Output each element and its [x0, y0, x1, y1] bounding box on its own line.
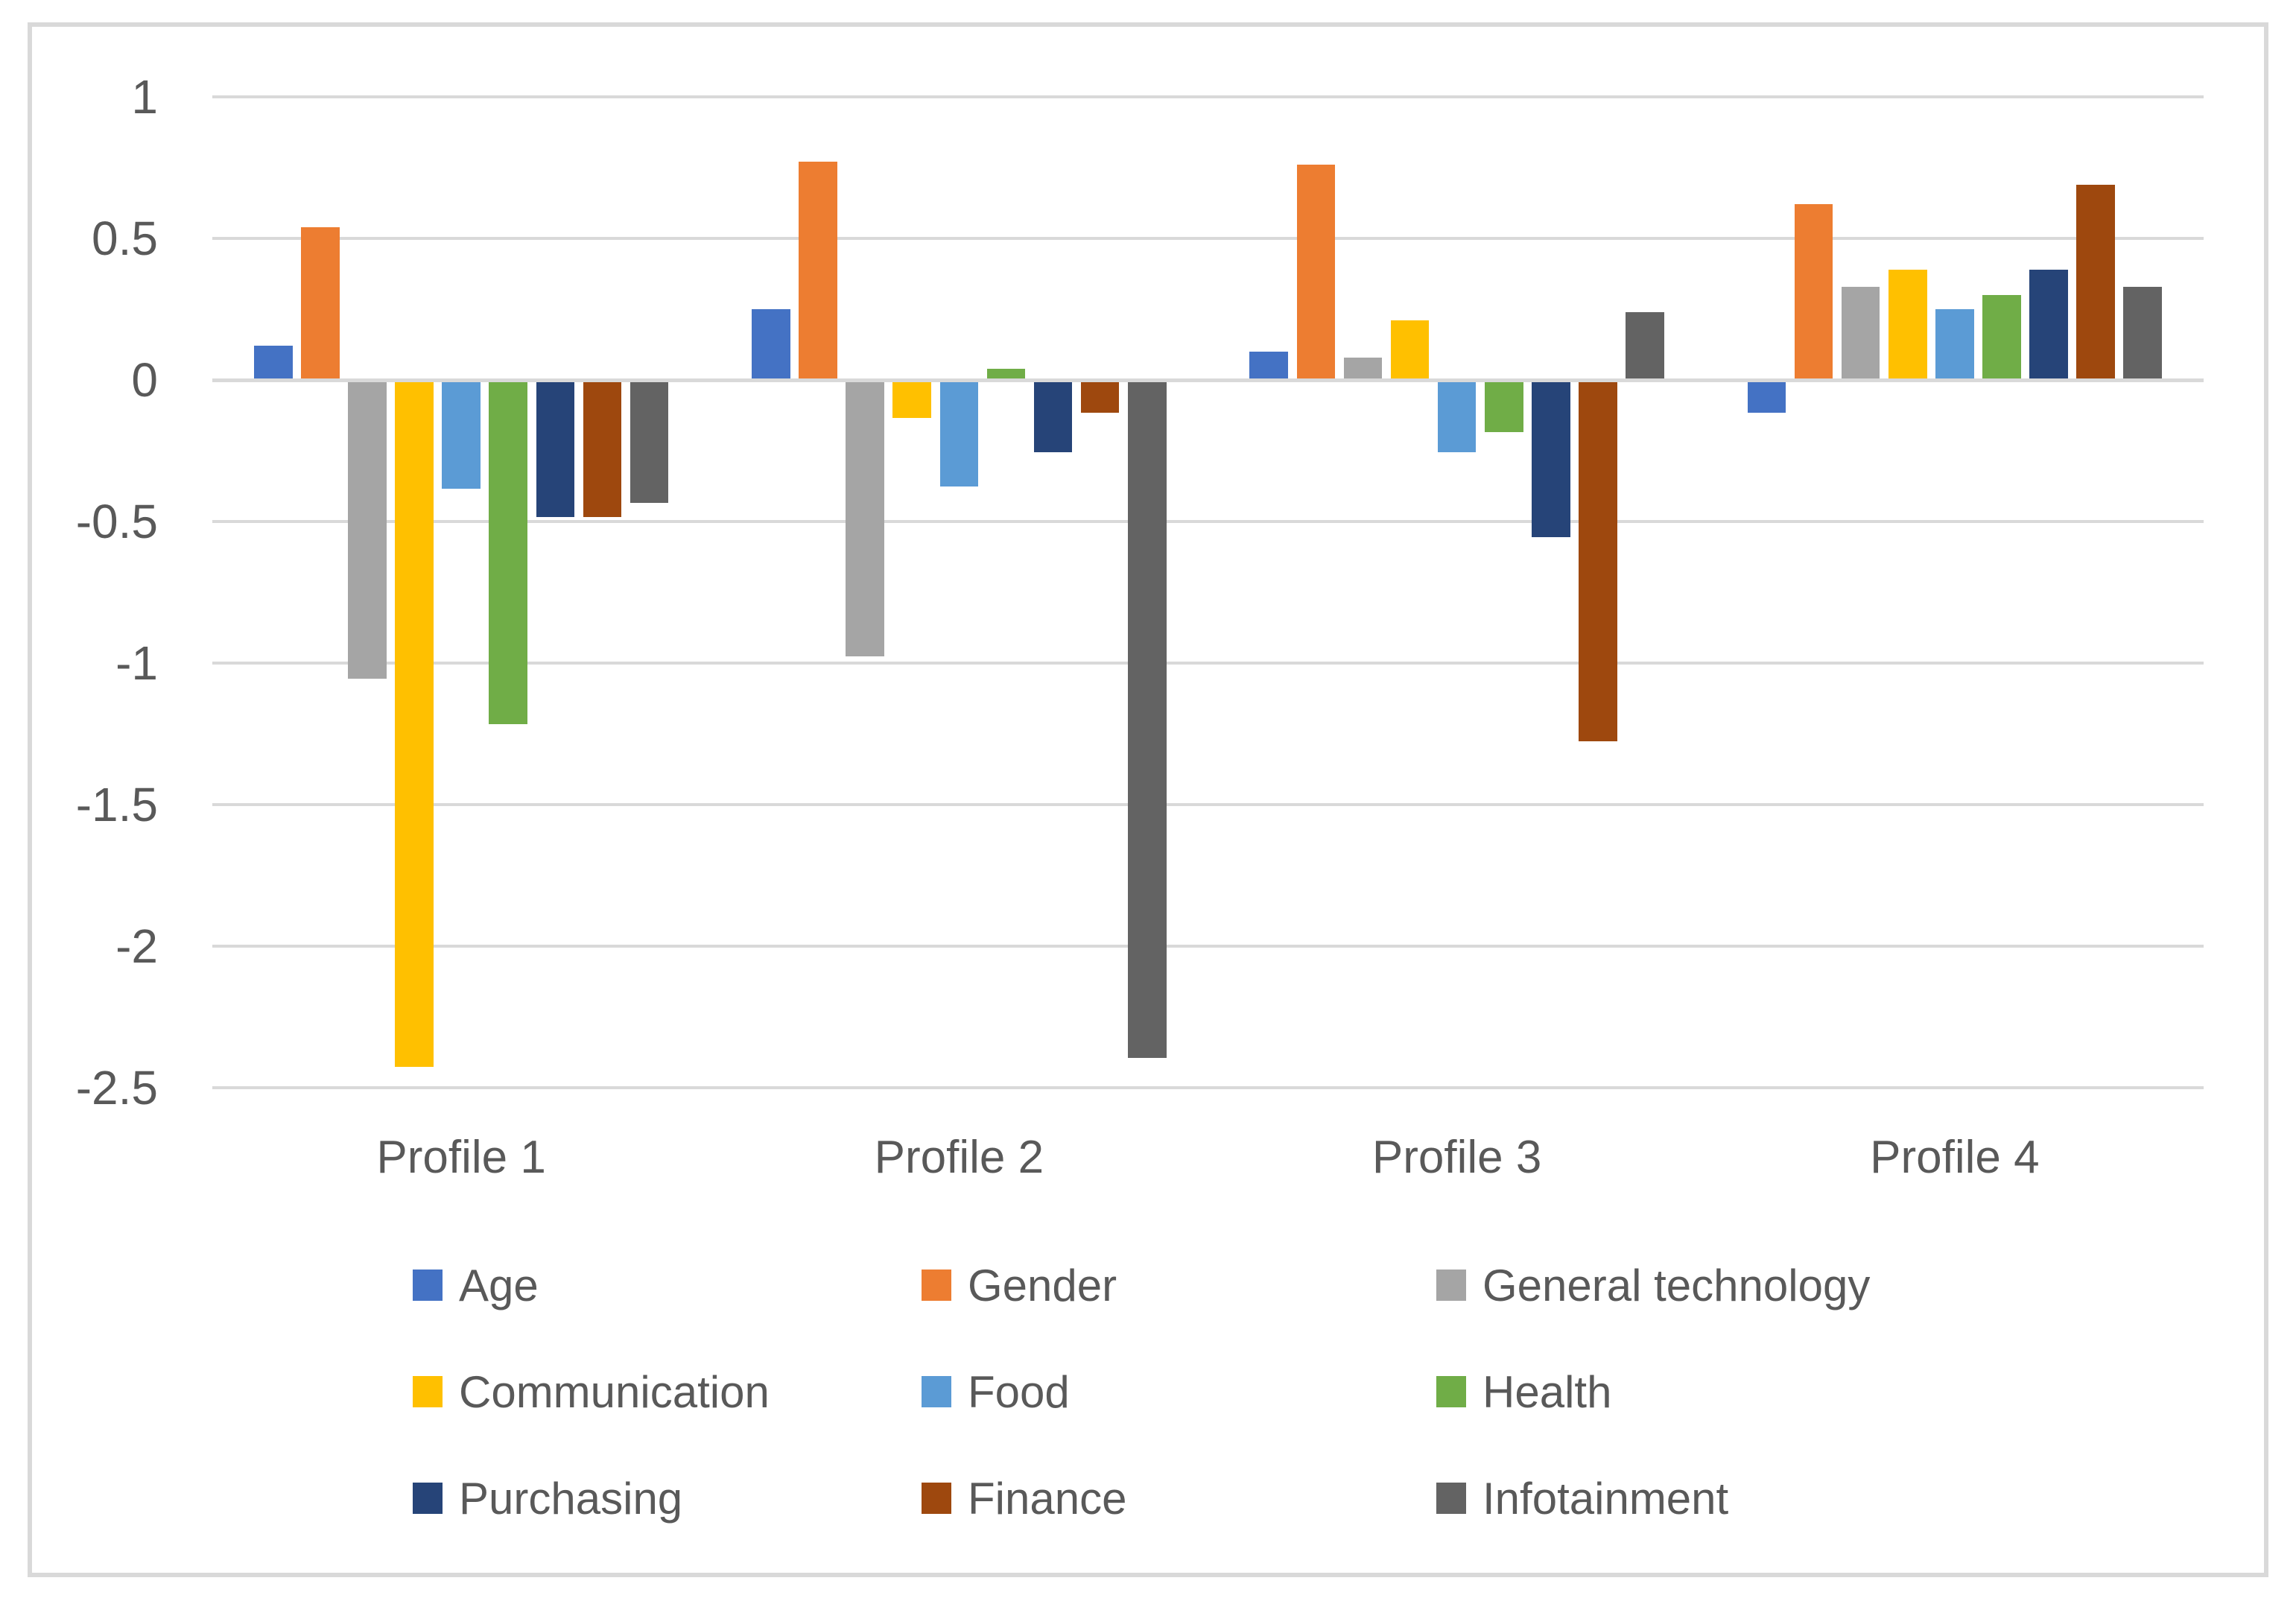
bar-health-profile-2: [986, 368, 1026, 378]
legend-label: Finance: [968, 1473, 1127, 1524]
legend-item-purchasing: Purchasing: [413, 1473, 683, 1524]
legend-label: Purchasing: [459, 1473, 683, 1524]
y-tick-label: -1: [115, 636, 158, 690]
legend-item-health: Health: [1436, 1366, 1612, 1417]
category-label: Profile 2: [874, 1132, 1044, 1183]
legend-label: Age: [459, 1260, 539, 1310]
legend-swatch: [1436, 1270, 1466, 1301]
bar-communication-profile-4: [1888, 269, 1927, 378]
gridline: [212, 803, 2204, 806]
legend-item-general-technology: General technology: [1436, 1260, 1871, 1310]
bar-age-profile-4: [1747, 382, 1786, 413]
legend-swatch: [1436, 1483, 1466, 1514]
legend-swatch: [922, 1483, 951, 1514]
plot-area: [212, 95, 2204, 1089]
y-tick-label: 0.5: [92, 212, 158, 265]
legend-item-food: Food: [922, 1366, 1070, 1417]
bar-health-profile-1: [489, 382, 528, 724]
bar-infotainment-profile-2: [1127, 382, 1167, 1059]
legend-label: Gender: [968, 1260, 1117, 1310]
bar-food-profile-4: [1935, 309, 1974, 378]
bar-finance-profile-1: [583, 382, 622, 518]
legend-label: Food: [968, 1366, 1070, 1417]
y-axis-labels: 1 0.5 0 -0.5 -1 -1.5 -2 -2.5: [0, 70, 158, 1115]
y-tick-label: -2.5: [75, 1061, 158, 1115]
y-tick-label: 0: [131, 353, 158, 407]
gridline: [212, 1086, 2204, 1089]
legend-swatch: [413, 1376, 443, 1407]
bar-gender-profile-1: [301, 226, 340, 378]
legend-item-infotainment: Infotainment: [1436, 1473, 1729, 1524]
bar-communication-profile-3: [1390, 320, 1430, 378]
gridline: [212, 662, 2204, 665]
bar-age-profile-3: [1249, 352, 1289, 378]
legend-label: Communication: [459, 1366, 770, 1417]
legend-item-communication: Communication: [413, 1366, 770, 1417]
legend-item-finance: Finance: [922, 1473, 1127, 1524]
bar-general-technology-profile-2: [846, 382, 884, 656]
legend-swatch: [413, 1483, 443, 1514]
bar-infotainment-profile-3: [1626, 311, 1664, 378]
legend-item-gender: Gender: [922, 1260, 1117, 1310]
category-label: Profile 4: [1870, 1132, 2040, 1183]
bar-gender-profile-4: [1794, 204, 1833, 378]
legend-swatch: [922, 1376, 951, 1407]
legend-label: Health: [1482, 1366, 1612, 1417]
bar-food-profile-1: [442, 382, 481, 489]
gridline: [212, 237, 2204, 240]
gridline: [212, 945, 2204, 948]
chart-border: [28, 22, 2268, 1577]
bar-general-technology-profile-3: [1343, 357, 1383, 378]
bar-gender-profile-2: [799, 162, 837, 378]
bar-general-technology-profile-1: [348, 382, 387, 679]
bar-purchasing-profile-2: [1033, 382, 1073, 452]
bar-infotainment-profile-1: [630, 382, 669, 504]
legend-swatch: [922, 1270, 951, 1301]
legend-swatch: [413, 1270, 443, 1301]
bar-food-profile-2: [939, 382, 979, 486]
bar-finance-profile-2: [1080, 382, 1120, 413]
zero-axis-line: [212, 378, 2204, 382]
bar-purchasing-profile-1: [536, 382, 575, 518]
y-tick-label: -1.5: [75, 778, 158, 831]
category-label: Profile 3: [1371, 1132, 1542, 1183]
bar-health-profile-3: [1484, 382, 1523, 433]
y-tick-label: -2: [115, 919, 158, 973]
y-tick-label: -0.5: [75, 495, 158, 548]
bar-general-technology-profile-4: [1841, 286, 1880, 378]
bar-purchasing-profile-4: [2029, 269, 2068, 378]
legend-label: General technology: [1482, 1260, 1871, 1310]
bar-finance-profile-3: [1579, 382, 1617, 741]
bar-communication-profile-2: [892, 382, 932, 419]
gridline: [212, 520, 2204, 523]
legend-swatch: [1436, 1376, 1466, 1407]
y-tick-label: 1: [131, 70, 158, 124]
bar-communication-profile-1: [395, 382, 434, 1067]
bar-health-profile-4: [1982, 295, 2021, 378]
bar-gender-profile-3: [1296, 165, 1336, 378]
bar-infotainment-profile-4: [2123, 286, 2163, 378]
bar-age-profile-1: [253, 346, 293, 378]
legend-item-age: Age: [413, 1260, 539, 1310]
legend-label: Infotainment: [1482, 1473, 1729, 1524]
bar-purchasing-profile-3: [1532, 382, 1570, 537]
category-label: Profile 1: [376, 1132, 546, 1183]
bar-age-profile-2: [752, 309, 790, 378]
gridline: [212, 95, 2204, 98]
bar-finance-profile-4: [2076, 184, 2115, 378]
bar-food-profile-3: [1437, 382, 1477, 452]
